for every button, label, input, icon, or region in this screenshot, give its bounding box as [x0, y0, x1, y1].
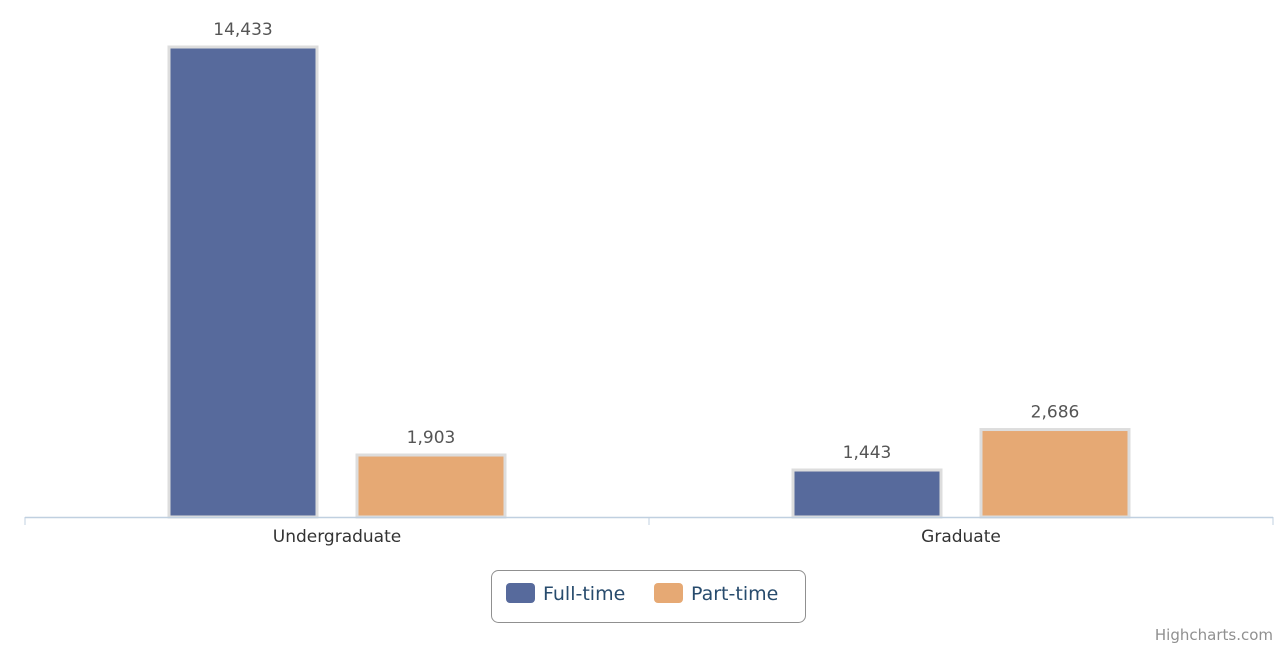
- data-label-part-time-graduate: 2,686: [1031, 403, 1080, 423]
- data-label-part-time-undergraduate: 1,903: [407, 428, 456, 448]
- data-label-full-time-graduate: 1,443: [843, 443, 892, 463]
- x-tick-label-graduate: Graduate: [921, 527, 1001, 547]
- legend-swatch-part-time: [654, 583, 683, 603]
- legend-box: [491, 570, 806, 623]
- legend-label-part-time: Part-time: [691, 583, 778, 605]
- credits-link[interactable]: Highcharts.com: [1155, 626, 1273, 644]
- legend-label-full-time: Full-time: [543, 583, 625, 605]
- legend-item-full-time[interactable]: Full-time: [506, 583, 625, 605]
- bar-full-time-graduate[interactable]: [791, 468, 943, 519]
- x-axis-ticks: [24, 517, 1274, 525]
- bar-part-time-undergraduate[interactable]: [355, 453, 507, 519]
- data-label-full-time-undergraduate: 14,433: [213, 20, 272, 40]
- x-tick-label-undergraduate: Undergraduate: [273, 527, 401, 547]
- x-axis-labels: Undergraduate Graduate: [273, 527, 1001, 547]
- legend-swatch-full-time: [506, 583, 535, 603]
- legend: Full-time Part-time: [491, 570, 806, 623]
- legend-item-part-time[interactable]: Part-time: [654, 583, 778, 605]
- bar-full-time-undergraduate[interactable]: [167, 45, 319, 519]
- data-labels: 14,433 1,903 1,443 2,686: [213, 20, 1079, 463]
- bars-group: [167, 45, 1131, 519]
- bar-part-time-graduate[interactable]: [979, 428, 1131, 519]
